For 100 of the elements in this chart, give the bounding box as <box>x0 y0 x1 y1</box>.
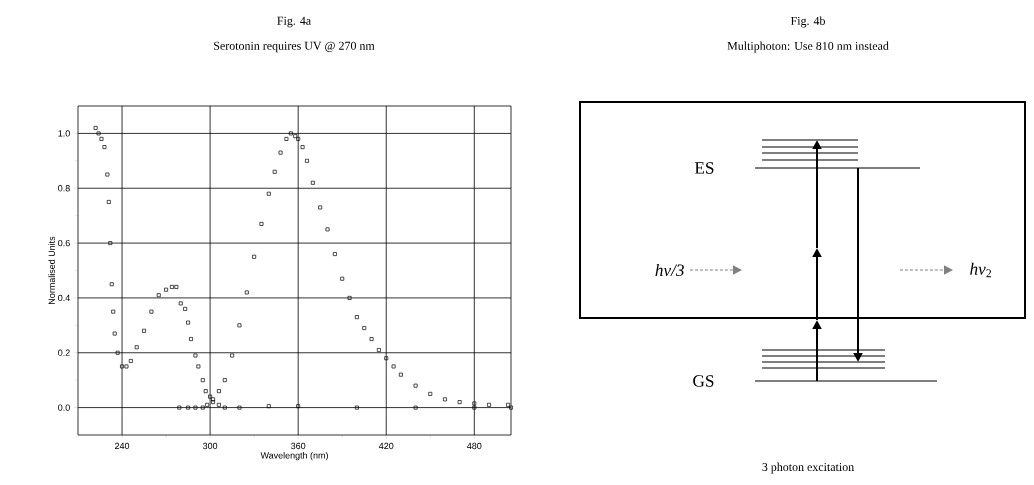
point <box>354 315 359 320</box>
text: 3 photon excitation <box>762 462 854 474</box>
point <box>93 125 98 130</box>
text: ES <box>694 162 714 174</box>
point <box>413 383 418 388</box>
point <box>472 401 477 406</box>
point <box>200 378 205 383</box>
point <box>189 337 193 341</box>
point <box>109 282 114 287</box>
point <box>142 328 146 333</box>
point <box>428 391 433 396</box>
x-axis-title: Wavelength (nm) <box>260 451 328 461</box>
x-tick-label: 360 <box>291 442 306 450</box>
point <box>318 205 323 210</box>
point <box>272 169 277 174</box>
point <box>506 402 511 407</box>
point <box>369 337 374 341</box>
chart-title: Fig. 4a <box>277 16 311 28</box>
point <box>340 276 345 281</box>
point <box>111 309 116 314</box>
point <box>193 405 198 410</box>
y-tick-label: 0.2 <box>58 349 70 356</box>
y-tick-label: 1.0 <box>58 130 70 137</box>
point <box>288 131 293 136</box>
text: GS <box>693 375 714 387</box>
point <box>120 364 124 369</box>
point <box>178 301 183 306</box>
text: hν/3 <box>655 263 684 277</box>
point <box>472 405 477 410</box>
point <box>237 405 242 410</box>
point <box>203 389 208 394</box>
point <box>96 131 101 136</box>
x-tick-label: 300 <box>202 442 218 450</box>
y-tick-label: 0.0 <box>58 404 70 411</box>
point <box>108 241 113 246</box>
point <box>128 359 133 363</box>
point <box>193 353 198 358</box>
text: Multiphoton: Use 810 nm instead <box>727 41 889 53</box>
text: Fig. 4b <box>790 16 825 28</box>
chart-subtitle: Serotonin requires UV @ 270 nm <box>214 41 375 53</box>
point <box>208 394 213 399</box>
point <box>134 345 139 350</box>
point <box>222 405 227 410</box>
point <box>170 285 174 289</box>
point <box>332 252 337 256</box>
point <box>102 145 107 150</box>
point <box>413 405 418 410</box>
point <box>164 287 169 292</box>
point <box>124 364 129 369</box>
point <box>296 136 301 141</box>
point <box>216 402 221 407</box>
point <box>252 254 257 259</box>
point <box>222 378 227 383</box>
point <box>205 402 210 407</box>
point <box>186 320 191 325</box>
point <box>183 306 188 311</box>
point <box>156 293 161 298</box>
point <box>296 404 301 409</box>
point <box>230 353 235 358</box>
point <box>105 172 110 177</box>
point <box>259 221 264 226</box>
text: hν$_{2}$ <box>970 262 992 278</box>
point <box>244 290 249 295</box>
point <box>443 397 447 402</box>
point <box>509 405 513 410</box>
point <box>376 348 381 352</box>
point <box>266 191 271 196</box>
point <box>196 364 201 369</box>
point <box>237 323 242 328</box>
y-tick-label: 0.4 <box>58 294 70 302</box>
y-tick-label: 0.6 <box>58 239 70 247</box>
point <box>347 295 352 300</box>
point <box>384 356 389 361</box>
point <box>112 331 117 336</box>
point <box>310 180 315 185</box>
y-tick-label: 0.8 <box>58 185 70 192</box>
point <box>99 136 104 141</box>
point <box>266 404 271 409</box>
x-tick-label: 420 <box>378 442 394 450</box>
point <box>216 389 221 394</box>
point <box>300 145 305 150</box>
point <box>391 364 396 369</box>
point <box>305 158 309 163</box>
point <box>457 400 462 405</box>
point <box>293 134 298 139</box>
point <box>284 136 289 141</box>
point <box>398 372 403 377</box>
point <box>186 405 191 410</box>
point <box>354 405 359 410</box>
point <box>362 326 367 331</box>
point <box>487 402 491 407</box>
x-tick-label: 480 <box>467 442 482 450</box>
point <box>115 350 120 355</box>
point <box>174 285 179 289</box>
point <box>200 405 205 410</box>
point <box>325 227 330 232</box>
point <box>149 309 154 314</box>
point <box>106 200 111 204</box>
y-axis-title: Normalised Units <box>48 236 55 304</box>
point <box>177 405 182 410</box>
